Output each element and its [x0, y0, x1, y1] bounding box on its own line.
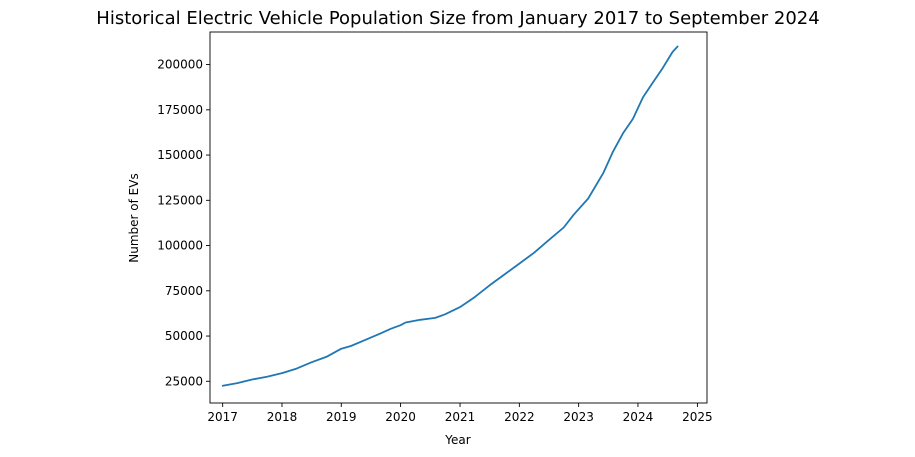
x-tick-label: 2020 — [385, 410, 416, 424]
x-axis-label: Year — [444, 433, 470, 447]
y-tick-label: 75000 — [165, 284, 203, 298]
x-tick-label: 2019 — [326, 410, 357, 424]
x-tick-label: 2021 — [445, 410, 476, 424]
ev-population-line — [221, 45, 679, 387]
plot-area-frame — [209, 31, 708, 404]
chart-title: Historical Electric Vehicle Population S… — [96, 8, 819, 29]
x-tick-label: 2024 — [623, 410, 654, 424]
series-layer — [221, 45, 679, 387]
y-tick-label: 100000 — [157, 239, 203, 253]
y-tick-label: 175000 — [157, 103, 203, 117]
x-axis: 2017 2018 2019 2020 2021 2022 2023 2024 2025 — [207, 403, 713, 424]
x-tick-label: 2022 — [504, 410, 535, 424]
y-tick-label: 125000 — [157, 193, 203, 207]
y-tick-label: 200000 — [157, 58, 203, 72]
x-tick-label: 2017 — [207, 410, 238, 424]
y-tick-label: 150000 — [157, 148, 203, 162]
y-tick-label: 50000 — [165, 329, 203, 343]
x-tick-label: 2018 — [267, 410, 298, 424]
y-axis: 25000 50000 75000 100000 125000 150000 175000 2… — [157, 58, 210, 388]
y-axis-label: Number of EVs — [127, 173, 141, 262]
x-tick-label: 2023 — [563, 410, 594, 424]
y-tick-label: 25000 — [165, 374, 203, 388]
x-tick-label: 2025 — [682, 410, 713, 424]
